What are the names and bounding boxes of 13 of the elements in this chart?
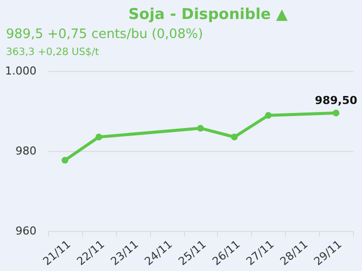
point — [62, 156, 68, 164]
chart-subtitle: 989,5 +0,75 cents/bu (0,08%) — [6, 27, 204, 42]
point — [264, 112, 272, 119]
point — [197, 124, 204, 132]
y-tick-label: 960 — [16, 224, 36, 238]
point — [231, 134, 238, 140]
data-label: 989,50 — [314, 94, 358, 107]
y-tick-label: 980 — [16, 144, 36, 158]
text: 363,3 +0,28 US$/t — [6, 47, 100, 58]
point — [332, 110, 340, 116]
chart-title: Soja - Disponible ▲ — [128, 5, 288, 23]
point — [95, 134, 102, 140]
y-tick-label: 1.000 — [5, 64, 36, 78]
